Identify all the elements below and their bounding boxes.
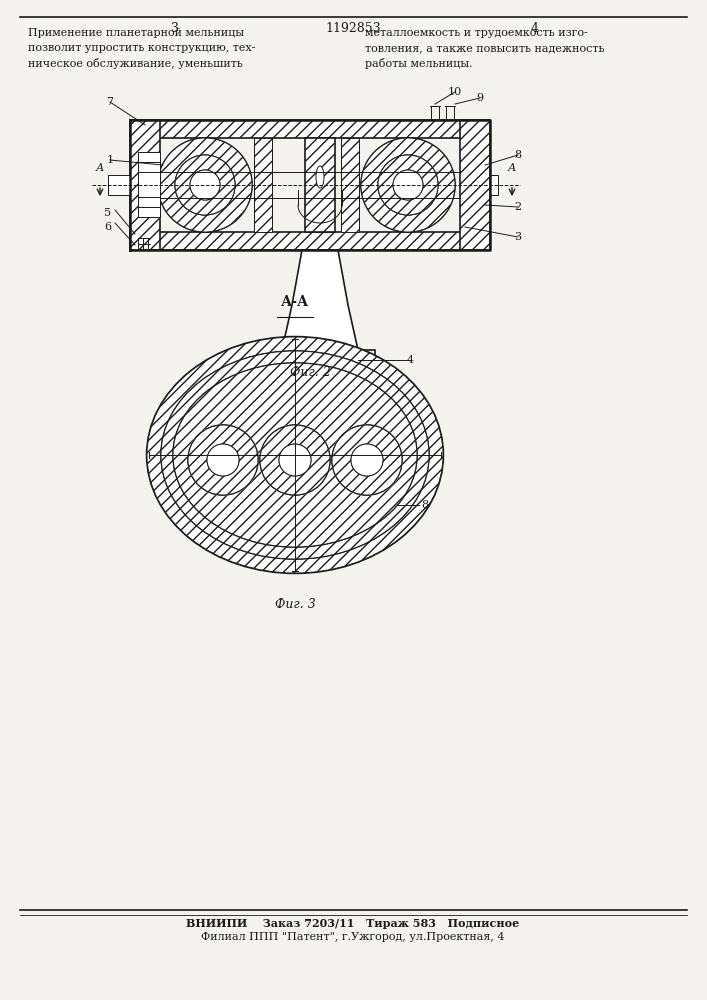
Text: 4: 4 — [531, 22, 539, 35]
Ellipse shape — [147, 337, 443, 573]
Circle shape — [207, 444, 239, 476]
Wedge shape — [188, 425, 258, 495]
Circle shape — [190, 170, 220, 200]
Polygon shape — [254, 138, 272, 232]
Polygon shape — [282, 250, 358, 350]
Circle shape — [393, 170, 423, 200]
Ellipse shape — [161, 351, 429, 559]
Text: 3: 3 — [515, 232, 522, 242]
Wedge shape — [175, 155, 235, 215]
Polygon shape — [138, 152, 160, 217]
Polygon shape — [305, 138, 335, 232]
Circle shape — [259, 424, 331, 496]
Text: 9: 9 — [477, 93, 484, 103]
Circle shape — [188, 425, 258, 495]
Circle shape — [175, 155, 235, 215]
Text: 10: 10 — [448, 87, 462, 97]
Circle shape — [158, 138, 252, 232]
Polygon shape — [341, 138, 359, 232]
Ellipse shape — [316, 166, 324, 188]
Text: Фиг. 3: Фиг. 3 — [274, 598, 315, 611]
Text: 2: 2 — [515, 202, 522, 212]
Wedge shape — [260, 425, 330, 495]
Ellipse shape — [147, 337, 443, 573]
Polygon shape — [130, 120, 490, 138]
Text: 6: 6 — [105, 222, 112, 232]
Ellipse shape — [173, 363, 417, 547]
Wedge shape — [378, 155, 438, 215]
Circle shape — [260, 425, 330, 495]
Circle shape — [331, 424, 403, 496]
Polygon shape — [108, 175, 130, 195]
Ellipse shape — [173, 363, 417, 547]
Polygon shape — [490, 175, 498, 195]
Polygon shape — [460, 120, 490, 250]
Text: 8: 8 — [421, 500, 428, 510]
Circle shape — [361, 138, 455, 232]
Text: А-А: А-А — [281, 295, 309, 309]
Polygon shape — [265, 350, 375, 370]
Text: А: А — [96, 163, 104, 173]
Polygon shape — [130, 120, 160, 250]
Wedge shape — [332, 425, 402, 495]
Circle shape — [279, 444, 311, 476]
Circle shape — [187, 424, 259, 496]
Wedge shape — [158, 138, 252, 232]
Text: металлоемкость и трудоемкость изго-
товления, а также повысить надежность
работы: металлоемкость и трудоемкость изго- товл… — [365, 28, 604, 69]
Wedge shape — [361, 138, 455, 232]
Text: А: А — [508, 163, 516, 173]
Circle shape — [332, 425, 402, 495]
Ellipse shape — [161, 351, 429, 559]
Text: 1: 1 — [107, 155, 114, 165]
Text: 4: 4 — [407, 355, 414, 365]
Text: Филиал ППП "Патент", г.Ужгород, ул.Проектная, 4: Филиал ППП "Патент", г.Ужгород, ул.Проек… — [201, 932, 505, 942]
Polygon shape — [130, 232, 490, 250]
Text: 8: 8 — [515, 150, 522, 160]
Circle shape — [378, 155, 438, 215]
Circle shape — [351, 444, 383, 476]
Text: ВНИИПИ    Заказ 7203/11   Тираж 583   Подписное: ВНИИПИ Заказ 7203/11 Тираж 583 Подписное — [187, 918, 520, 929]
Text: 3: 3 — [171, 22, 179, 35]
Text: Применение планетарной мельницы
позволит упростить конструкцию, тех-
ническое об: Применение планетарной мельницы позволит… — [28, 28, 255, 69]
Text: 7: 7 — [107, 97, 114, 107]
Text: 1192853: 1192853 — [325, 22, 381, 35]
Text: 5: 5 — [105, 208, 112, 218]
Text: Фиг. 2: Фиг. 2 — [290, 365, 330, 378]
